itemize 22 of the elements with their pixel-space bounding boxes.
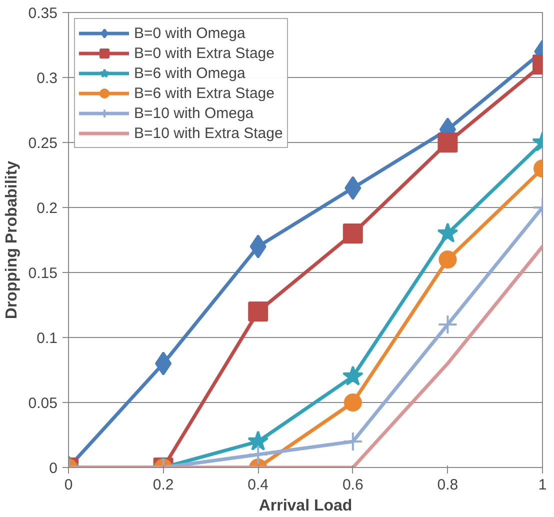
x-tick-label: 0.6 [342,476,364,494]
x-tick-label: 0.4 [248,476,269,494]
y-tick-label: 0.2 [36,200,58,217]
legend-label: B=10 with Extra Stage [134,124,283,142]
y-tick-label: 0.3 [36,70,58,87]
x-tick-label: 0.2 [152,476,174,494]
legend-label: B=6 with Extra Stage [134,84,274,102]
legend-label: B=10 with Omega [134,104,254,122]
y-tick-label: 0.25 [28,135,58,152]
x-tick-label: 0.8 [437,476,458,494]
y-tick-label: 0.1 [36,330,58,347]
y-tick-label: 0.35 [28,5,58,22]
legend-label: B=0 with Extra Stage [134,44,274,62]
x-tick-label: 0 [64,476,73,494]
legend-label: B=0 with Omega [134,24,246,42]
y-tick-label: 0.05 [28,395,58,412]
y-tick-label: 0.15 [28,265,58,282]
legend-label: B=6 with Omega [134,64,246,82]
y-axis-title: Dropping Probability [3,160,20,320]
x-axis-title: Arrival Load [258,498,352,514]
y-tick-label: 0 [49,460,58,477]
x-tick-label: 1 [538,476,547,494]
